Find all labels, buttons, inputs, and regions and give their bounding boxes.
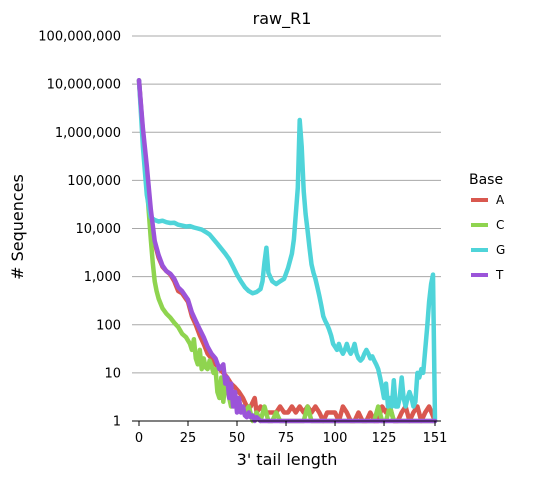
legend-label: T xyxy=(495,268,504,282)
series-line-G xyxy=(136,78,438,424)
x-tick-label: 0 xyxy=(135,431,143,446)
series-lines xyxy=(136,78,438,424)
x-tick-label: 25 xyxy=(180,431,197,446)
gridlines xyxy=(132,35,441,374)
y-tick-label: 1,000 xyxy=(84,270,121,285)
x-tick-labels: 0 25 50 75 100 125 151 xyxy=(135,431,448,446)
series-line-T xyxy=(136,78,438,424)
y-tick-label: 10,000,000 xyxy=(47,78,121,93)
x-tick-label: 125 xyxy=(372,431,397,446)
series-line-C xyxy=(136,78,438,424)
chart-title: raw_R1 xyxy=(253,9,312,29)
y-tick-label: 100 xyxy=(96,318,121,333)
y-tick-label: 1,000,000 xyxy=(55,126,121,141)
x-axis-label: 3' tail length xyxy=(237,450,338,469)
y-tick-label: 1 xyxy=(113,415,121,430)
y-tick-label: 10 xyxy=(104,366,121,381)
legend-label: A xyxy=(496,193,505,207)
series-line-A xyxy=(136,78,438,424)
y-tick-label: 100,000 xyxy=(67,174,121,189)
x-tick-label: 151 xyxy=(423,431,448,446)
y-tick-label: 10,000 xyxy=(76,222,122,237)
y-axis-label: # Sequences xyxy=(8,174,27,280)
legend-label: C xyxy=(496,218,504,232)
legend-title: Base xyxy=(469,172,503,188)
x-tick-label: 75 xyxy=(278,431,295,446)
axes xyxy=(132,420,441,426)
y-tick-labels: 1 10 100 1,000 10,000 100,000 1,000,000 10,000,… xyxy=(38,30,121,430)
x-tick-label: 50 xyxy=(229,431,246,446)
x-tick-label: 100 xyxy=(323,431,348,446)
y-tick-label: 100,000,000 xyxy=(38,30,121,45)
legend-label: G xyxy=(496,243,505,257)
